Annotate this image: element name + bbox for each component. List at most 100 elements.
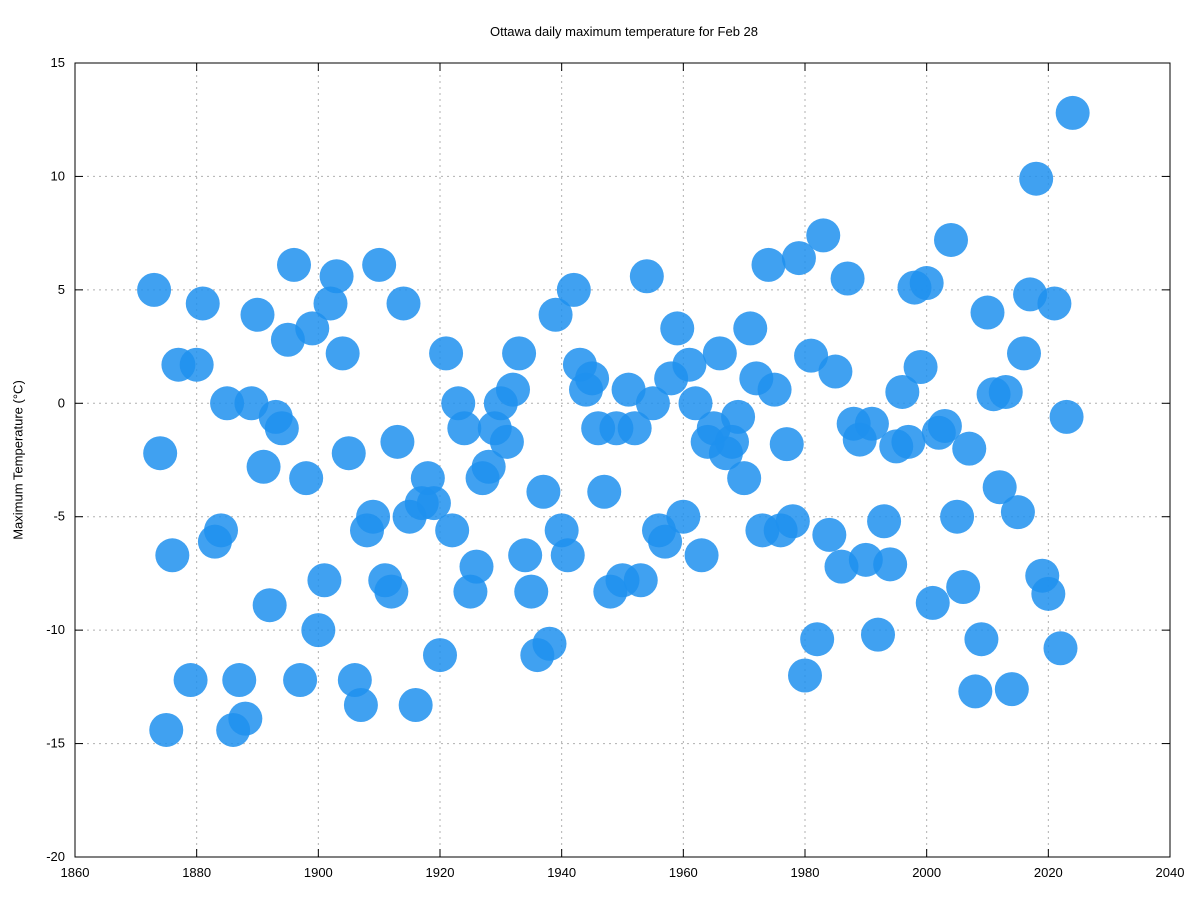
data-point	[751, 247, 786, 282]
data-point	[885, 374, 920, 409]
data-point	[867, 504, 902, 539]
y-tick-label: 5	[58, 282, 65, 297]
x-tick-label: 1960	[669, 865, 698, 880]
data-point	[781, 241, 816, 276]
chart-title: Ottawa daily maximum temperature for Feb…	[489, 24, 759, 39]
data-point	[228, 701, 263, 736]
y-tick-label: -15	[46, 736, 65, 751]
data-point	[532, 626, 567, 661]
y-tick-label: 15	[51, 55, 65, 70]
data-point	[556, 272, 591, 307]
y-tick-label: 10	[51, 168, 65, 183]
data-point	[666, 499, 701, 534]
data-point	[873, 547, 908, 582]
data-point	[240, 297, 275, 332]
data-point	[283, 663, 318, 698]
axis-ticks: 1860 1880 1900 1920 1940 1960 1980 2000 2020 2040…	[46, 55, 1184, 880]
data-point	[629, 259, 664, 294]
grid	[75, 63, 1170, 857]
data-point	[514, 574, 549, 609]
data-point	[149, 712, 184, 747]
data-point	[489, 424, 524, 459]
data-point	[684, 538, 719, 573]
data-point	[660, 311, 695, 346]
data-point	[927, 408, 962, 443]
data-points	[137, 95, 1090, 747]
data-point	[471, 449, 506, 484]
x-tick-label: 1980	[791, 865, 820, 880]
data-point	[721, 399, 756, 434]
x-tick-label: 1900	[304, 865, 333, 880]
data-point	[861, 617, 895, 652]
data-point	[903, 349, 938, 384]
data-point	[958, 674, 993, 709]
data-point	[447, 411, 482, 446]
data-point	[702, 336, 737, 371]
data-point	[1037, 286, 1072, 321]
data-point	[210, 386, 245, 421]
data-point	[727, 461, 762, 496]
data-point	[319, 259, 354, 294]
data-point	[806, 218, 841, 253]
data-point	[915, 585, 950, 620]
data-point	[343, 688, 378, 723]
x-tick-label: 1940	[547, 865, 576, 880]
data-point	[325, 336, 360, 371]
data-point	[946, 570, 981, 605]
data-point	[538, 297, 573, 332]
data-point	[994, 672, 1029, 707]
data-point	[794, 338, 829, 373]
data-point	[264, 411, 299, 446]
data-point	[508, 538, 543, 573]
data-point	[356, 499, 391, 534]
x-tick-label: 1880	[182, 865, 211, 880]
data-point	[137, 272, 172, 307]
data-point	[143, 436, 178, 471]
data-point	[733, 311, 768, 346]
data-point	[416, 486, 451, 521]
data-point	[1031, 576, 1066, 611]
y-tick-label: -20	[46, 849, 65, 864]
data-point	[818, 354, 853, 389]
data-point	[313, 286, 348, 321]
data-point	[1019, 161, 1054, 196]
x-tick-label: 2040	[1156, 865, 1185, 880]
data-point	[423, 638, 457, 673]
data-point	[982, 470, 1017, 505]
data-point	[179, 347, 214, 382]
data-point	[550, 538, 585, 573]
data-point	[854, 406, 889, 441]
data-point	[173, 663, 208, 698]
data-point	[374, 574, 409, 609]
data-point	[380, 424, 415, 459]
data-point	[185, 286, 220, 321]
data-point	[891, 424, 926, 459]
y-tick-label: -10	[46, 622, 65, 637]
data-point	[769, 427, 804, 462]
data-point	[1055, 95, 1090, 130]
data-point	[678, 386, 713, 421]
data-point	[502, 336, 537, 371]
data-point	[1000, 495, 1035, 530]
data-point	[331, 436, 366, 471]
data-point	[429, 336, 464, 371]
data-point	[940, 499, 975, 534]
data-point	[496, 372, 530, 407]
data-point	[623, 563, 658, 598]
plot-frame	[74, 62, 1171, 858]
data-point	[635, 386, 670, 421]
data-point	[757, 372, 792, 407]
data-point	[155, 538, 190, 573]
data-point	[307, 563, 342, 598]
data-point	[909, 266, 944, 301]
data-point	[812, 517, 847, 552]
data-point	[934, 222, 968, 257]
data-point	[386, 286, 421, 321]
x-tick-label: 2020	[1034, 865, 1063, 880]
data-point	[301, 613, 336, 648]
data-point	[362, 247, 397, 282]
data-point	[648, 524, 683, 559]
data-point	[277, 247, 311, 282]
data-point	[1049, 399, 1084, 434]
